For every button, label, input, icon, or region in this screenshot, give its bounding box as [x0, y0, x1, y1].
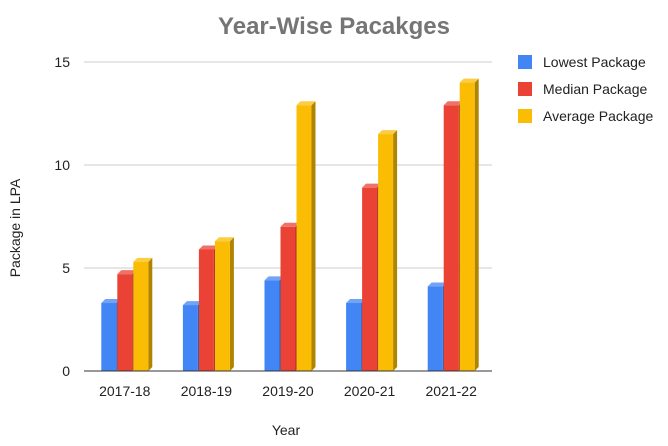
bar-front	[346, 303, 362, 371]
y-tick-label: 5	[62, 260, 70, 276]
bar-top	[296, 101, 316, 106]
legend-swatch	[518, 55, 532, 69]
x-axis-ticks: 2017-18 2018-19 2019-20 2020-21 2021-22	[99, 383, 477, 399]
bar-front	[296, 105, 312, 371]
x-tick-label: 2021-22	[426, 383, 478, 399]
legend: Lowest Package Median Package Average Pack…	[518, 54, 653, 124]
bar-top	[427, 282, 447, 287]
bar-front	[182, 305, 198, 371]
bar-front	[117, 274, 133, 371]
bar-front	[101, 303, 117, 371]
legend-swatch	[518, 82, 532, 96]
chart-title: Year-Wise Pacakges	[218, 13, 450, 40]
bar-top	[117, 270, 137, 275]
bar-front	[133, 261, 149, 371]
bar-front	[459, 82, 475, 371]
x-tick-label: 2020-21	[344, 383, 396, 399]
bar-top	[346, 299, 366, 304]
bar-average-package-2019-20	[296, 101, 316, 371]
bar-average-package-2018-19	[214, 237, 234, 371]
bar-front	[443, 105, 459, 371]
y-tick-label: 0	[62, 363, 70, 379]
y-tick-label: 10	[54, 157, 70, 173]
bar-side	[229, 237, 234, 371]
bars	[101, 78, 479, 371]
x-tick-label: 2018-19	[181, 383, 233, 399]
bar-average-package-2021-22	[459, 78, 479, 371]
legend-label: Average Package	[543, 108, 653, 124]
bar-top	[198, 245, 218, 250]
bar-top	[133, 257, 153, 262]
bar-front	[362, 187, 378, 371]
bar-side	[311, 101, 316, 371]
bar-average-package-2017-18	[133, 257, 153, 371]
bar-top	[182, 301, 202, 306]
bar-front	[214, 241, 230, 371]
x-axis-label: Year	[272, 422, 301, 438]
bar-top	[214, 237, 234, 242]
x-tick-label: 2019-20	[262, 383, 314, 399]
bar-average-package-2020-21	[378, 130, 398, 371]
bar-side	[474, 78, 479, 371]
x-tick-label: 2017-18	[99, 383, 151, 399]
bar-top	[378, 130, 398, 135]
y-axis-label: Package in LPA	[7, 178, 23, 277]
bar-side	[148, 257, 153, 371]
bar-top	[101, 299, 121, 304]
legend-item: Median Package	[518, 81, 648, 97]
bar-front	[378, 134, 394, 371]
bar-top	[362, 183, 382, 188]
legend-label: Lowest Package	[543, 54, 646, 70]
y-tick-label: 15	[54, 54, 70, 70]
bar-front	[198, 249, 214, 371]
bar-front	[280, 226, 296, 371]
legend-item: Average Package	[518, 108, 653, 124]
bar-top	[264, 276, 284, 281]
bar-top	[443, 101, 463, 106]
legend-swatch	[518, 109, 532, 123]
legend-item: Lowest Package	[518, 54, 646, 70]
bar-front	[264, 280, 280, 371]
bar-front	[427, 286, 443, 371]
bar-top	[459, 78, 479, 83]
legend-label: Median Package	[543, 81, 648, 97]
bar-top	[280, 222, 300, 227]
y-axis-ticks: 0 5 10 15	[54, 54, 70, 379]
bar-side	[393, 130, 398, 371]
